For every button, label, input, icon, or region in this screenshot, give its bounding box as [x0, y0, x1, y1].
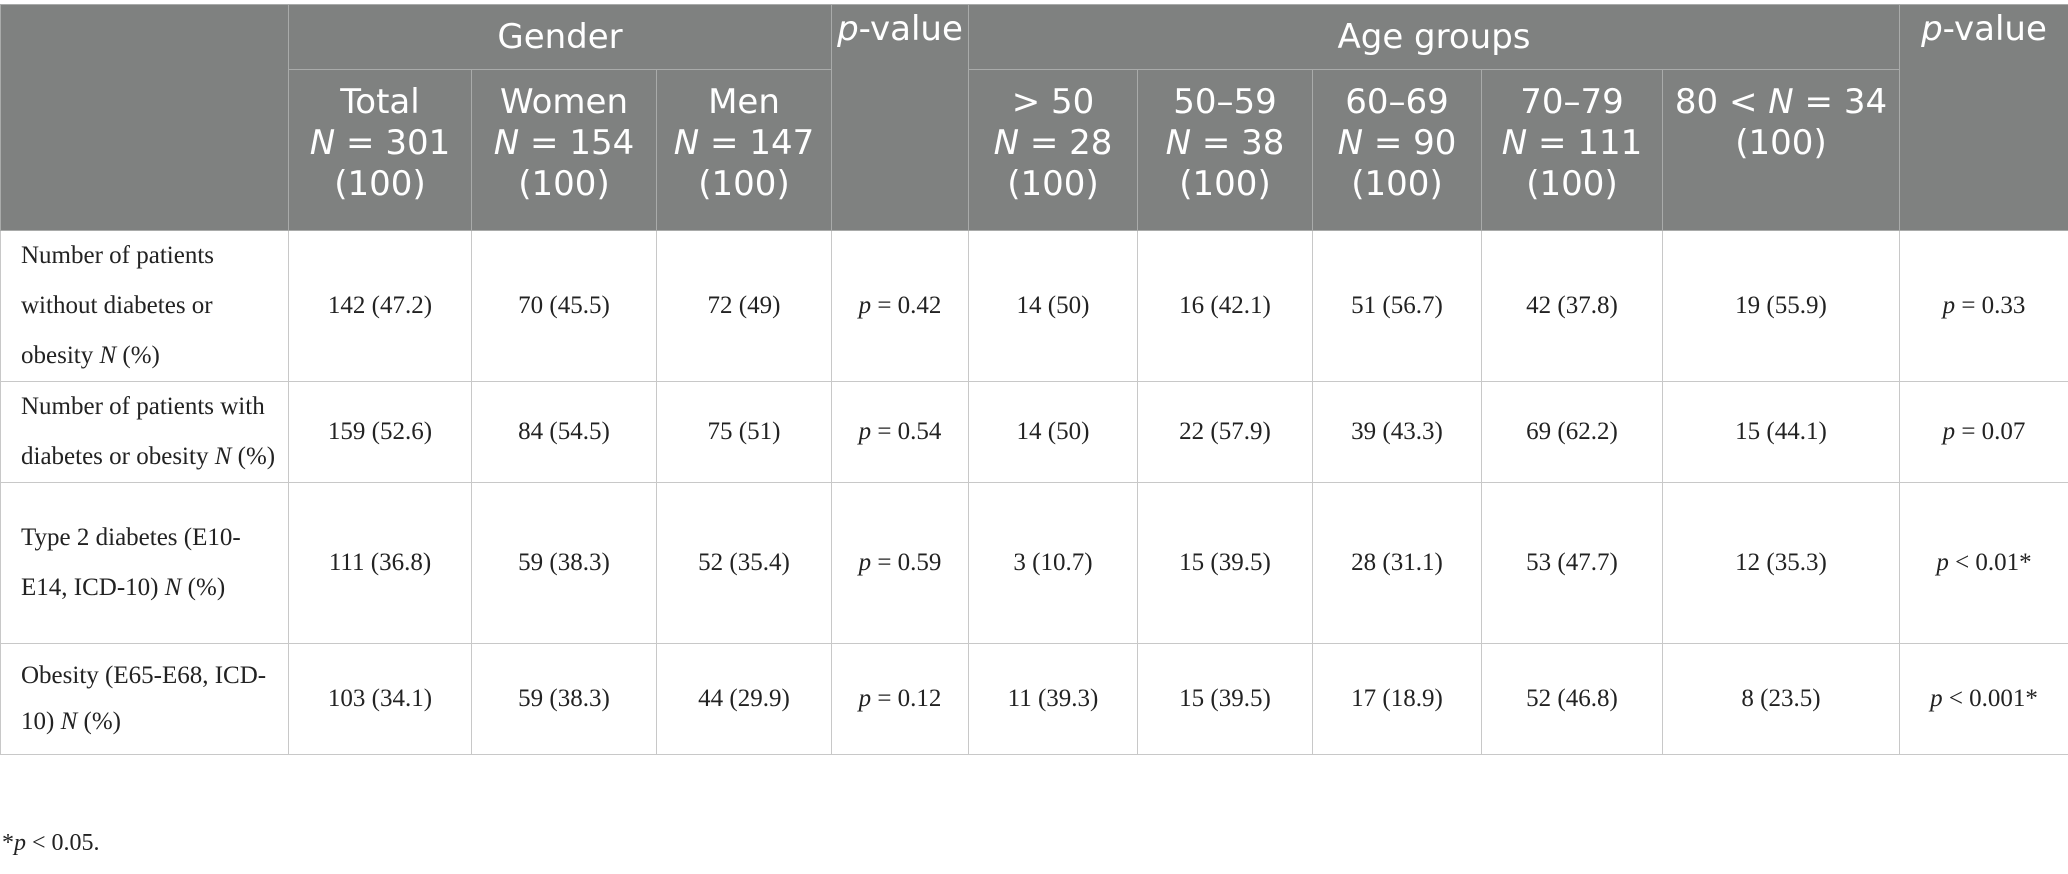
data-cell: 53 (47.7) — [1481, 482, 1663, 644]
header-line: (100) — [334, 164, 426, 204]
data-cell: p = 0.07 — [1899, 381, 2068, 483]
group-header: Gender — [288, 4, 832, 70]
data-cell: 14 (50) — [968, 230, 1138, 382]
data-cell: 39 (43.3) — [1312, 381, 1482, 483]
data-cell: 12 (35.3) — [1662, 482, 1900, 644]
data-cell: 69 (62.2) — [1481, 381, 1663, 483]
data-cell: 84 (54.5) — [471, 381, 657, 483]
data-cell: 15 (39.5) — [1137, 482, 1313, 644]
data-cell: 19 (55.9) — [1662, 230, 1900, 382]
column-header: Total N = 301 (100) — [288, 69, 472, 231]
data-cell: 8 (23.5) — [1662, 643, 1900, 755]
data-cell: 14 (50) — [968, 381, 1138, 483]
header-line: 50–59 — [1173, 82, 1277, 122]
column-header: 50–59 N = 38 (100) — [1137, 69, 1313, 231]
header-line: (100) — [1351, 164, 1443, 204]
header-line: 70–79 — [1520, 82, 1624, 122]
data-cell: 75 (51) — [656, 381, 832, 483]
header-line: Women — [499, 82, 628, 122]
row-label: Number of patients without diabetes or o… — [0, 230, 289, 382]
column-header: Women N = 154 (100) — [471, 69, 657, 231]
data-cell: 44 (29.9) — [656, 643, 832, 755]
column-header: Men N = 147 (100) — [656, 69, 832, 231]
header-line: (100) — [1007, 164, 1099, 204]
data-cell: 22 (57.9) — [1137, 381, 1313, 483]
data-cell: 159 (52.6) — [288, 381, 472, 483]
table-row: Obesity (E65-E68, ICD-10) N (%) 103 (34.1… — [0, 643, 2068, 755]
row-label: Obesity (E65-E68, ICD-10) N (%) — [0, 643, 289, 755]
data-cell: 3 (10.7) — [968, 482, 1138, 644]
data-cell: 15 (44.1) — [1662, 381, 1900, 483]
data-cell: 111 (36.8) — [288, 482, 472, 644]
column-header: > 50 N = 28 (100) — [968, 69, 1138, 231]
data-cell: p < 0.01* — [1899, 482, 2068, 644]
data-cell: 15 (39.5) — [1137, 643, 1313, 755]
data-cell: 72 (49) — [656, 230, 832, 382]
group-header: Age groups — [968, 4, 1900, 70]
header-cell — [0, 4, 289, 231]
row-label: Number of patients with diabetes or obes… — [0, 381, 289, 483]
column-header: 70–79 N = 111 (100) — [1481, 69, 1663, 231]
header-line: N = 111 — [1501, 123, 1643, 163]
header-line: N = 90 — [1337, 123, 1457, 163]
data-cell: 59 (38.3) — [471, 643, 657, 755]
data-cell: 17 (18.9) — [1312, 643, 1482, 755]
data-cell: 70 (45.5) — [471, 230, 657, 382]
column-header: 80 < N = 34 (100) — [1662, 69, 1900, 231]
p-value-header: p-value — [831, 4, 969, 231]
header-line: N = 38 — [1165, 123, 1285, 163]
data-cell: 52 (46.8) — [1481, 643, 1663, 755]
data-cell: 142 (47.2) — [288, 230, 472, 382]
data-cell: 59 (38.3) — [471, 482, 657, 644]
data-cell: 11 (39.3) — [968, 643, 1138, 755]
data-cell: 28 (31.1) — [1312, 482, 1482, 644]
table-row: Number of patients without diabetes or o… — [0, 230, 2068, 382]
header-line: N = 154 — [493, 123, 635, 163]
table-row: Number of patients with diabetes or obes… — [0, 381, 2068, 483]
header-line: Men — [708, 82, 780, 122]
header-line: (100) — [1526, 164, 1618, 204]
data-cell: p < 0.001* — [1899, 643, 2068, 755]
data-cell: 103 (34.1) — [288, 643, 472, 755]
header-line: 80 < N = 34 — [1674, 82, 1888, 122]
header-line: (100) — [1735, 123, 1827, 163]
row-label: Type 2 diabetes (E10-E14, ICD-10) N (%) — [0, 482, 289, 644]
table-body: Number of patients without diabetes or o… — [0, 230, 2068, 755]
header-line: (100) — [698, 164, 790, 204]
data-cell: p = 0.54 — [831, 381, 969, 483]
header-line: N = 147 — [673, 123, 815, 163]
header-row: Gender p-value Age groups p-value — [0, 4, 2068, 231]
data-cell: 16 (42.1) — [1137, 230, 1313, 382]
footnote: *p < 0.05. — [2, 830, 100, 856]
table-row: Type 2 diabetes (E10-E14, ICD-10) N (%) 1… — [0, 482, 2068, 644]
header-line: > 50 — [1011, 82, 1095, 122]
header-line: (100) — [518, 164, 610, 204]
data-cell: p = 0.59 — [831, 482, 969, 644]
column-header: 60–69 N = 90 (100) — [1312, 69, 1482, 231]
data-cell: p = 0.33 — [1899, 230, 2068, 382]
data-cell: p = 0.42 — [831, 230, 969, 382]
data-cell: p = 0.12 — [831, 643, 969, 755]
header-line: N = 301 — [309, 123, 451, 163]
data-cell: 52 (35.4) — [656, 482, 832, 644]
p-value-header: p-value — [1899, 4, 2068, 231]
table-header: Gender p-value Age groups p-value Total N = 3… — [0, 4, 2068, 231]
header-line: (100) — [1179, 164, 1271, 204]
data-table: Gender p-value Age groups p-value Total N = 3… — [0, 4, 2068, 755]
header-line: Total — [340, 82, 420, 122]
data-cell: 42 (37.8) — [1481, 230, 1663, 382]
header-line: N = 28 — [993, 123, 1113, 163]
data-cell: 51 (56.7) — [1312, 230, 1482, 382]
header-row: Total N = 301 (100) Women N = 154 (100) Men N =… — [1, 69, 2068, 231]
header-line: 60–69 — [1345, 82, 1449, 122]
